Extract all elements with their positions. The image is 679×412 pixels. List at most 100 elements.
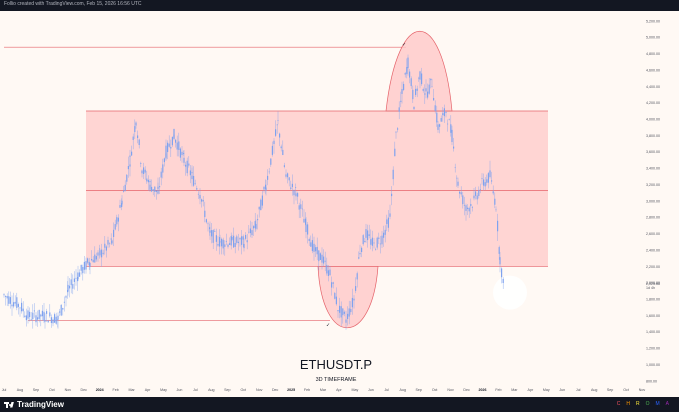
candle-body [479, 189, 481, 190]
candle-body [185, 164, 187, 167]
candle-body [202, 199, 204, 202]
candle-body [373, 242, 375, 244]
candle-body [85, 261, 87, 270]
candle-body [313, 243, 315, 252]
candle-body [315, 247, 317, 252]
candle-body [412, 89, 414, 100]
candle-body [25, 315, 27, 321]
candle-body [497, 220, 499, 232]
candle-body [254, 221, 256, 228]
price-tick-label: 4,400.00 [646, 85, 660, 89]
candle-body [442, 113, 444, 116]
candle-body [321, 254, 323, 263]
candle-body [345, 319, 347, 323]
time-axis[interactable]: Jul Aug Sep Oct Nov Dec 2024 Feb Mar Apr May Jun Jul… [2, 388, 646, 392]
candle-body [253, 226, 255, 229]
candle-body [209, 230, 211, 233]
time-tick-label: Oct [49, 388, 55, 392]
candle-body [406, 67, 408, 75]
candle-body [229, 243, 231, 245]
candle-body [119, 205, 121, 208]
candle-body [431, 86, 433, 88]
candle-body [468, 207, 470, 212]
candle-body [398, 107, 400, 112]
candle-body [65, 296, 67, 298]
candle-body [191, 172, 193, 174]
time-tick-label: 2025 [287, 388, 295, 392]
candle-body [52, 319, 54, 324]
price-tick-label: 2,200.00 [646, 265, 660, 269]
chart-pane[interactable]: ✓ ✓ 5,200.00 5,000.00 4,800.00 4,600.00 4,400… [0, 11, 679, 397]
time-tick-label: Aug [208, 388, 214, 392]
candle-body [212, 230, 214, 243]
candle-body [334, 292, 336, 299]
candle-body [327, 270, 329, 276]
time-tick-label: 2024 [96, 388, 104, 392]
candle-body [478, 190, 480, 197]
candle-body [50, 317, 52, 324]
candle-body [447, 123, 449, 125]
price-tick-label: 1,000.00 [646, 363, 660, 367]
range-zones [4, 46, 548, 321]
candle-body [378, 237, 380, 239]
candle-body [157, 190, 159, 194]
time-tick-label: Nov [447, 388, 454, 392]
candle-body [141, 170, 143, 174]
candle-body [233, 235, 235, 248]
candle-body [35, 315, 37, 323]
candle-body [421, 73, 423, 85]
chroma-letter: R [635, 401, 640, 407]
chroma-letter: O [645, 401, 650, 407]
candle-body [194, 183, 196, 185]
candle-body [425, 88, 427, 92]
candle-body [41, 310, 43, 317]
price-tick-label: 4,200.00 [646, 101, 660, 105]
candle-body [403, 83, 405, 90]
candle-body [222, 239, 224, 249]
candle-body [79, 272, 81, 277]
candle-body [268, 171, 270, 173]
candle-body [131, 151, 133, 156]
time-tick-label: Apr [145, 388, 151, 392]
candle-body [92, 259, 94, 263]
candle-body [339, 305, 341, 313]
tradingview-logo[interactable]: TradingView [4, 400, 64, 409]
time-tick-label: Aug [591, 388, 597, 392]
price-axis[interactable]: 5,200.00 5,000.00 4,800.00 4,600.00 4,400.00… [646, 19, 660, 383]
candle-body [308, 239, 310, 241]
candle-body [178, 141, 180, 150]
candle-body [19, 307, 21, 309]
time-tick-label: Dec [81, 388, 88, 392]
candle-body [305, 218, 307, 225]
time-tick-label: Mar [128, 388, 135, 392]
time-tick-label: May [352, 388, 359, 392]
candle-body [323, 256, 325, 264]
candle-body [263, 186, 265, 190]
candle-body [143, 167, 145, 175]
candle-body [436, 112, 438, 123]
price-tick-label: 3,800.00 [646, 134, 660, 138]
candle-body [219, 241, 221, 243]
candle-body [501, 268, 503, 278]
time-tick-label: Nov [65, 388, 72, 392]
candle-body [428, 84, 430, 94]
chroma-letter: A [665, 401, 669, 407]
time-tick-label: Jun [177, 388, 183, 392]
candle-body [288, 177, 290, 181]
candle-body [318, 250, 320, 262]
time-tick-label: Jul [193, 388, 198, 392]
candle-body [440, 118, 442, 122]
candle-body [340, 306, 342, 318]
candle-body [473, 195, 475, 199]
price-tick-label: 800.00 [646, 379, 657, 383]
candle-body [484, 182, 486, 187]
candle-body [95, 256, 97, 260]
candle-body [257, 219, 259, 221]
price-chart[interactable]: ✓✓ 5,200.005,000.004,800.004,600.004,400… [0, 11, 679, 397]
price-tick-label: 1,400.00 [646, 330, 660, 334]
candle-body [152, 189, 154, 191]
price-tick-label: 2,000.00 [646, 281, 660, 285]
candle-body [189, 170, 191, 176]
